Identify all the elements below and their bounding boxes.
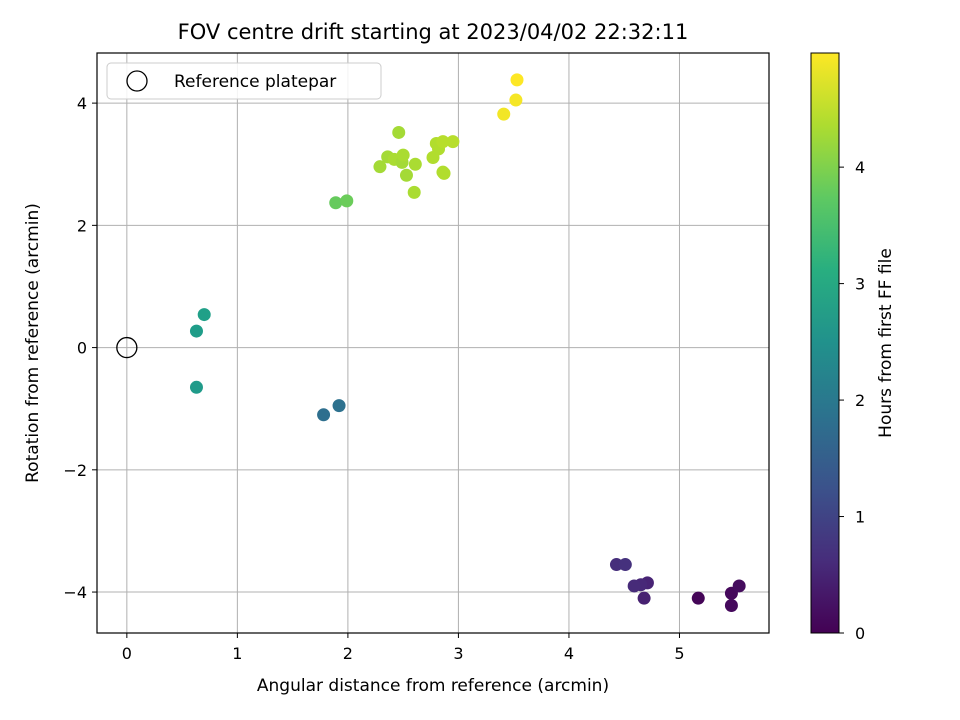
data-point [732, 579, 746, 593]
data-point [329, 196, 343, 210]
colorbar-label: Hours from first FF file [876, 248, 896, 438]
data-point [317, 408, 331, 422]
data-point [407, 185, 421, 199]
data-point [436, 135, 450, 149]
x-tick-label: 3 [453, 644, 463, 663]
reference-point-marker [116, 336, 138, 359]
y-tick-label: 2 [77, 216, 87, 235]
data-points [116, 73, 746, 612]
data-point [691, 591, 705, 605]
data-point [189, 380, 203, 394]
axis-ticks: 0 1 2 3 4 5 −4 −2 0 2 4 [63, 94, 684, 663]
x-tick-label: 4 [564, 644, 574, 663]
y-axis-label: Rotation from reference (arcmin) [23, 203, 43, 483]
legend-box [106, 62, 382, 100]
legend-label-reference: Reference platepar [174, 72, 336, 92]
colorbar: 0 1 2 3 4 Hours from first FF file [810, 52, 896, 643]
data-point [396, 148, 410, 162]
chart-title: FOV centre drift starting at 2023/04/02 … [178, 20, 689, 44]
data-point [197, 308, 211, 322]
legend: Reference platepar [106, 62, 382, 100]
data-point [408, 157, 422, 171]
legend-marker-reference [126, 70, 148, 92]
y-tick-label: 0 [77, 339, 87, 358]
colorbar-tick-label: 3 [855, 275, 865, 294]
colorbar-ticks: 0 1 2 3 4 [839, 158, 865, 643]
plot-frame [96, 52, 770, 634]
data-point [446, 135, 460, 149]
data-point [373, 160, 387, 174]
y-tick-label: 4 [77, 94, 87, 113]
colorbar-tick-label: 1 [855, 508, 865, 527]
x-tick-label: 5 [674, 644, 684, 663]
x-tick-label: 0 [122, 644, 132, 663]
x-axis-label: Angular distance from reference (arcmin) [257, 676, 609, 696]
colorbar-tick-label: 2 [855, 391, 865, 410]
y-tick-label: −2 [63, 461, 87, 480]
colorbar-frame [810, 52, 840, 634]
grid-lines [97, 53, 769, 633]
data-point [189, 324, 203, 338]
colorbar-tick-label: 4 [855, 158, 865, 177]
data-point [497, 107, 511, 121]
data-point [399, 168, 413, 182]
data-point [627, 579, 641, 593]
colorbar-tick-label: 0 [855, 624, 865, 643]
data-point [510, 73, 524, 87]
colorbar-gradient [811, 53, 839, 633]
data-point [509, 93, 523, 107]
data-point [392, 125, 406, 139]
data-point [618, 558, 632, 572]
data-point [724, 598, 738, 612]
x-tick-label: 1 [232, 644, 242, 663]
data-point [437, 166, 451, 180]
data-point [637, 591, 651, 605]
y-tick-label: −4 [63, 583, 87, 602]
x-tick-label: 2 [343, 644, 353, 663]
data-point [340, 194, 354, 208]
data-point [332, 399, 346, 413]
